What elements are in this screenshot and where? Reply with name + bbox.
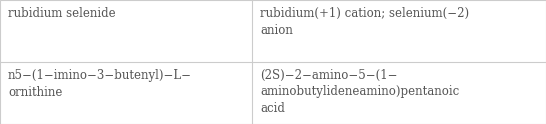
Text: rubidium(+1) cation; selenium(−2)
anion: rubidium(+1) cation; selenium(−2) anion: [260, 7, 470, 36]
Text: (2S)−2−amino−5−(1−
aminobutylideneamino)pentanoic
acid: (2S)−2−amino−5−(1− aminobutylideneamino)…: [260, 69, 460, 115]
Text: rubidium selenide: rubidium selenide: [8, 7, 116, 20]
Text: n5−(1−imino−3−butenyl)−L−
ornithine: n5−(1−imino−3−butenyl)−L− ornithine: [8, 69, 192, 98]
